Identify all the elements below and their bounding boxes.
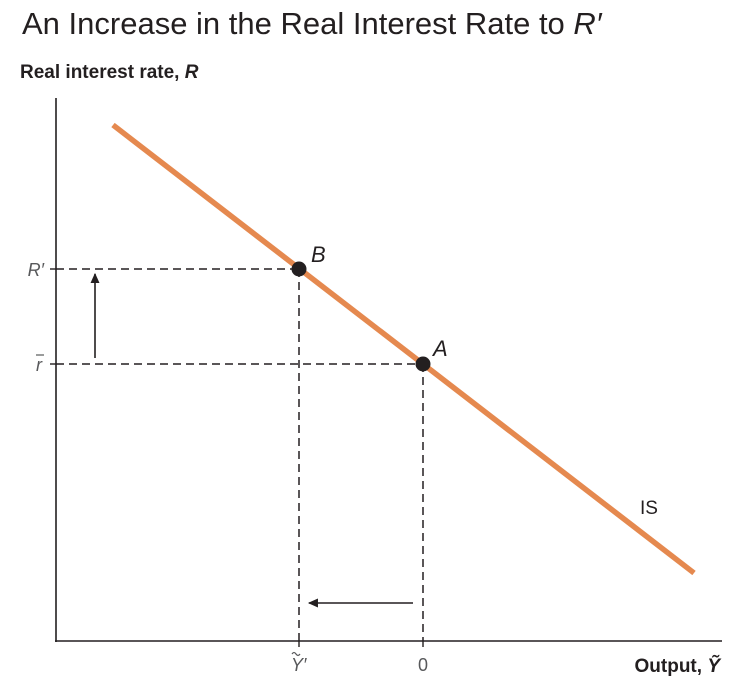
y-axis-label: Real interest rate, R: [20, 62, 198, 84]
x-tick-label-zero: 0: [418, 655, 428, 675]
x-tick-y-prime-mark: ′: [303, 655, 307, 675]
diagram-title: An Increase in the Real Interest Rate to…: [22, 6, 602, 42]
point-b-label: B: [311, 242, 326, 267]
x-axis-label-symbol: Ỹ: [707, 656, 720, 677]
x-axis-label: Output, Ỹ: [635, 656, 721, 678]
is-curve-label: IS: [640, 498, 658, 519]
y-tick-label-r-bar: r: [36, 355, 43, 375]
x-axis-label-text: Output,: [634, 656, 708, 677]
point-b: [291, 261, 307, 277]
title-symbol: R′: [573, 6, 602, 41]
point-a-label: A: [431, 336, 448, 361]
x-tick-label-y-prime: Y′: [291, 655, 307, 675]
y-prime-tilde: [291, 651, 301, 657]
is-curve: [111, 122, 696, 576]
x-tick-y-base: Y: [291, 655, 305, 675]
title-text: An Increase in the Real Interest Rate to: [22, 6, 574, 41]
y-axis-label-text: Real interest rate,: [20, 62, 185, 83]
y-tick-label-r-prime: R′: [28, 260, 45, 280]
y-axis-label-symbol: R: [184, 62, 199, 83]
point-a: [415, 356, 431, 372]
